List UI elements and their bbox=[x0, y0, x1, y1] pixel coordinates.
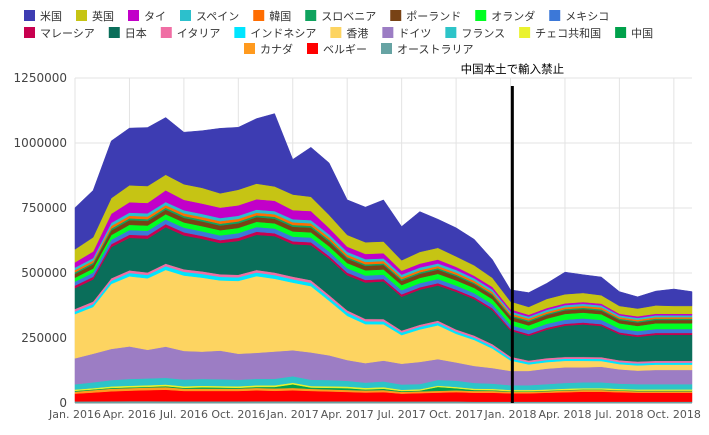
legend-label: 香港 bbox=[346, 27, 368, 40]
legend-swatch bbox=[24, 27, 35, 38]
x-tick-label: Apr. 2017 bbox=[321, 408, 374, 421]
legend-label: ドイツ bbox=[398, 27, 431, 40]
legend-label: 中国 bbox=[631, 27, 653, 40]
x-tick-label: Jan. 2016 bbox=[48, 408, 101, 421]
x-tick-label: Jul. 2017 bbox=[377, 408, 426, 421]
annotations: 中国本土で輸入禁止 bbox=[461, 62, 565, 403]
legend-label: ベルギー bbox=[323, 43, 367, 56]
x-tick-label: Oct. 2017 bbox=[429, 408, 483, 421]
legend-label: オーストラリア bbox=[397, 43, 473, 56]
legend-swatch bbox=[305, 10, 317, 21]
legend-swatch bbox=[381, 43, 392, 54]
legend-label: タイ bbox=[144, 10, 166, 23]
legend-label: マレーシア bbox=[40, 27, 95, 40]
series-areas bbox=[74, 113, 693, 404]
y-tick-label: 1250000 bbox=[14, 71, 67, 85]
legend-swatch bbox=[180, 10, 191, 21]
legend-label: 米国 bbox=[40, 10, 62, 23]
x-tick-label: Jul. 2016 bbox=[159, 408, 208, 421]
legend-swatch bbox=[160, 27, 172, 38]
legend-label: フランス bbox=[461, 27, 505, 40]
y-axis: 0 250000 500000 750000 1000000 1250000 bbox=[14, 71, 67, 410]
legend-label: インドネシア bbox=[250, 27, 316, 40]
legend-label: イタリア bbox=[177, 27, 221, 40]
legend-label: オランダ bbox=[491, 9, 535, 23]
legend-label: ポーランド bbox=[406, 10, 461, 23]
legend-label: メキシコ bbox=[565, 10, 609, 23]
legend-swatch bbox=[390, 10, 402, 21]
x-tick-label: Oct. 2018 bbox=[647, 408, 701, 421]
legend-label: スペイン bbox=[196, 10, 239, 23]
legend-swatch bbox=[382, 27, 394, 38]
legend-swatch bbox=[108, 27, 120, 38]
legend-swatch bbox=[330, 27, 342, 38]
legend-label: 日本 bbox=[125, 26, 147, 40]
legend-swatch bbox=[128, 10, 139, 21]
legend-swatch bbox=[253, 10, 265, 21]
x-tick-label: Oct. 2016 bbox=[211, 408, 265, 421]
x-tick-label: Jul. 2018 bbox=[594, 408, 643, 421]
legend-swatch bbox=[307, 43, 318, 54]
legend-swatch bbox=[76, 10, 87, 21]
legend-label: 英国 bbox=[92, 9, 114, 23]
legend-swatch bbox=[445, 27, 457, 38]
legend-label: 韓国 bbox=[269, 10, 291, 23]
legend-label: チェコ共和国 bbox=[535, 27, 601, 40]
y-tick-label: 0 bbox=[59, 396, 67, 410]
y-tick-label: 750000 bbox=[21, 201, 67, 215]
x-tick-label: Apr. 2016 bbox=[103, 408, 156, 421]
legend-swatch bbox=[475, 10, 487, 21]
y-tick-label: 250000 bbox=[21, 331, 67, 345]
y-tick-label: 500000 bbox=[21, 266, 67, 280]
legend-label: カナダ bbox=[260, 42, 293, 56]
legend-label: スロベニア bbox=[321, 10, 376, 23]
legend-swatch bbox=[244, 43, 255, 54]
x-tick-label: Jan. 2018 bbox=[484, 408, 537, 421]
y-tick-label: 1000000 bbox=[14, 136, 67, 150]
legend-swatch bbox=[234, 27, 246, 38]
legend-swatch bbox=[615, 27, 627, 38]
area-series-20 bbox=[74, 113, 693, 309]
x-tick-label: Apr. 2018 bbox=[538, 408, 591, 421]
legend-swatch bbox=[519, 27, 531, 38]
legend-swatch bbox=[24, 10, 35, 21]
annotation-label: 中国本土で輸入禁止 bbox=[461, 62, 565, 76]
x-tick-label: Jan. 2017 bbox=[266, 408, 319, 421]
legend-swatch bbox=[549, 10, 561, 21]
x-axis: Jan. 2016 Apr. 2016 Jul. 2016 Oct. 2016 Jan.… bbox=[48, 408, 701, 421]
